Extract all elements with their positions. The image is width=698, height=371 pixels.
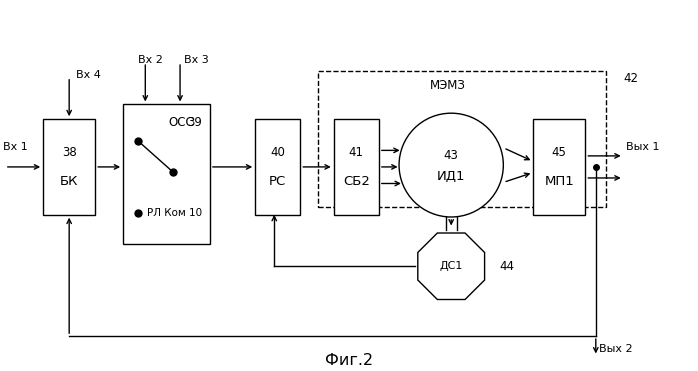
Polygon shape <box>418 233 484 299</box>
Text: МП1: МП1 <box>544 175 574 188</box>
Text: ИД1: ИД1 <box>437 170 466 183</box>
Bar <box>255 119 300 215</box>
Text: БК: БК <box>60 175 78 188</box>
Text: ОСС: ОСС <box>168 116 194 129</box>
Text: РЛ Ком 10: РЛ Ком 10 <box>147 208 202 218</box>
Text: Вх 4: Вх 4 <box>76 70 101 80</box>
Text: 40: 40 <box>270 146 285 159</box>
Text: Фиг.2: Фиг.2 <box>325 352 373 368</box>
Bar <box>334 119 379 215</box>
Text: 45: 45 <box>552 146 567 159</box>
Bar <box>533 119 586 215</box>
Text: Вых 1: Вых 1 <box>625 142 659 152</box>
Text: Вх 2: Вх 2 <box>138 55 163 65</box>
Bar <box>123 104 210 244</box>
Bar <box>318 71 607 207</box>
Text: 43: 43 <box>444 150 459 162</box>
Text: Вых 2: Вых 2 <box>600 344 633 354</box>
Text: МЭМЗ: МЭМЗ <box>429 79 466 92</box>
Text: 41: 41 <box>349 146 364 159</box>
Text: Вх 3: Вх 3 <box>184 55 208 65</box>
Text: РС: РС <box>269 175 286 188</box>
Ellipse shape <box>399 113 503 217</box>
Text: 42: 42 <box>623 72 639 85</box>
Text: СБ2: СБ2 <box>343 175 370 188</box>
Text: 38: 38 <box>62 146 77 159</box>
Text: Вх 1: Вх 1 <box>3 142 27 152</box>
Bar <box>43 119 95 215</box>
Text: ДС1: ДС1 <box>440 261 463 271</box>
Text: 44: 44 <box>500 260 515 273</box>
Text: 39: 39 <box>187 116 202 129</box>
